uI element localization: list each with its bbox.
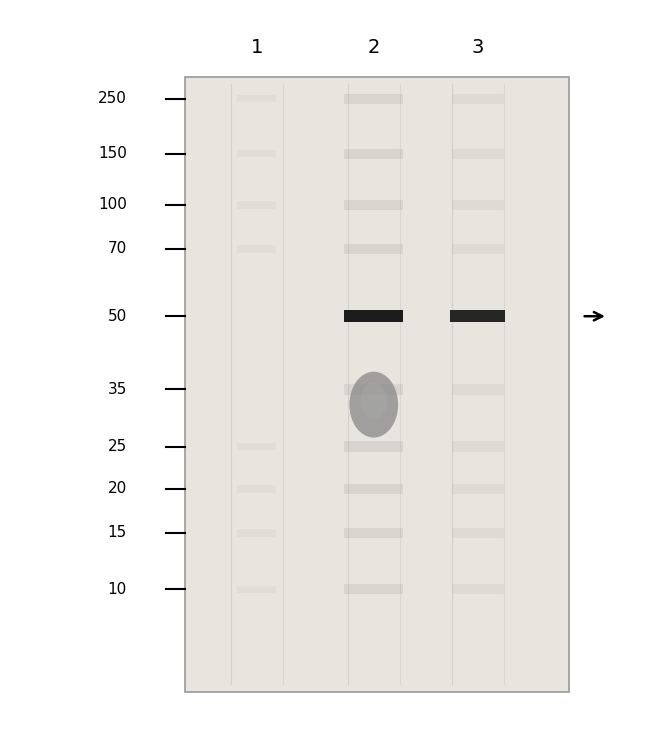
- FancyBboxPatch shape: [344, 244, 403, 254]
- FancyBboxPatch shape: [237, 95, 276, 102]
- FancyBboxPatch shape: [237, 150, 276, 157]
- Text: 70: 70: [107, 242, 127, 256]
- FancyBboxPatch shape: [344, 149, 403, 159]
- FancyBboxPatch shape: [185, 77, 569, 692]
- FancyBboxPatch shape: [237, 586, 276, 593]
- FancyBboxPatch shape: [344, 200, 403, 210]
- FancyBboxPatch shape: [344, 584, 403, 594]
- FancyBboxPatch shape: [344, 528, 403, 538]
- Text: 15: 15: [107, 526, 127, 540]
- Text: 50: 50: [107, 309, 127, 324]
- FancyBboxPatch shape: [452, 200, 504, 210]
- FancyBboxPatch shape: [344, 384, 403, 395]
- FancyBboxPatch shape: [452, 94, 504, 104]
- FancyBboxPatch shape: [452, 149, 504, 159]
- FancyBboxPatch shape: [452, 384, 504, 395]
- FancyBboxPatch shape: [452, 528, 504, 538]
- FancyBboxPatch shape: [237, 485, 276, 493]
- Text: 2: 2: [367, 38, 380, 57]
- Ellipse shape: [349, 372, 398, 438]
- FancyBboxPatch shape: [344, 441, 403, 452]
- Text: 250: 250: [98, 92, 127, 106]
- Text: 10: 10: [107, 582, 127, 597]
- Text: 35: 35: [107, 382, 127, 397]
- FancyBboxPatch shape: [344, 310, 403, 322]
- FancyBboxPatch shape: [452, 484, 504, 494]
- FancyBboxPatch shape: [237, 245, 276, 253]
- Text: 20: 20: [107, 482, 127, 496]
- FancyBboxPatch shape: [344, 94, 403, 104]
- FancyBboxPatch shape: [450, 310, 506, 322]
- Text: 3: 3: [471, 38, 484, 57]
- Text: 100: 100: [98, 198, 127, 212]
- FancyBboxPatch shape: [452, 584, 504, 594]
- FancyBboxPatch shape: [237, 443, 276, 450]
- FancyBboxPatch shape: [344, 484, 403, 494]
- Text: 150: 150: [98, 146, 127, 161]
- Text: 25: 25: [107, 439, 127, 454]
- FancyBboxPatch shape: [452, 244, 504, 254]
- FancyBboxPatch shape: [237, 201, 276, 209]
- FancyBboxPatch shape: [452, 441, 504, 452]
- Ellipse shape: [360, 383, 387, 419]
- FancyBboxPatch shape: [237, 529, 276, 537]
- Text: 1: 1: [250, 38, 263, 57]
